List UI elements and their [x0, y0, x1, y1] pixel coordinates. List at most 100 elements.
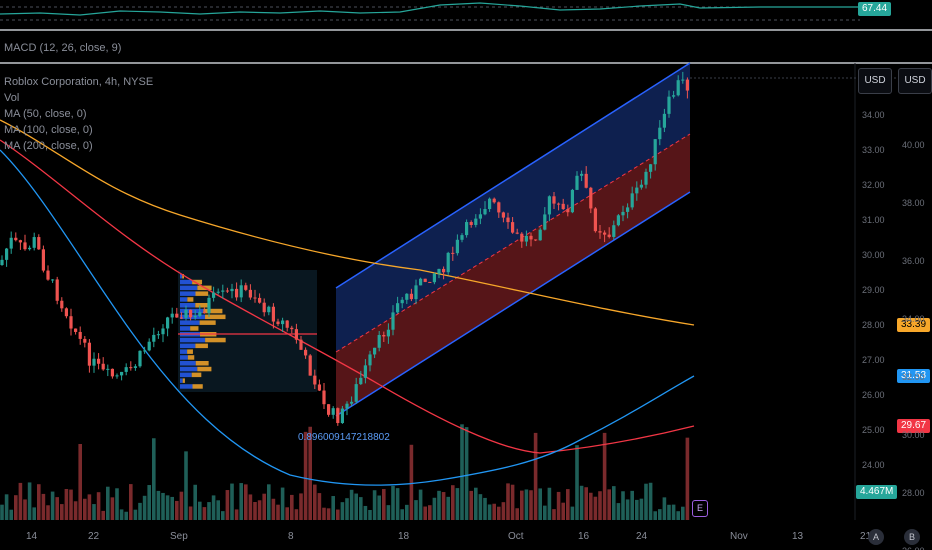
currency-button-left[interactable]: USD — [858, 68, 892, 94]
candlesticks — [0, 71, 689, 426]
vp-bar-buy — [180, 303, 196, 308]
volume-bar — [156, 490, 161, 520]
vp-bar-sell — [195, 361, 209, 366]
volume-bar — [662, 497, 667, 520]
volume-bar — [667, 504, 671, 520]
volume-bar — [418, 489, 423, 520]
legend-ma200[interactable]: MA (200, close, 0) — [4, 140, 93, 152]
legend-vol[interactable]: Vol — [4, 92, 20, 104]
volume-bar — [115, 488, 119, 520]
vp-bar-sell — [187, 349, 193, 354]
volume-bar — [354, 493, 358, 520]
candle-body — [405, 293, 409, 300]
volume-bar — [27, 482, 32, 520]
candle-body — [216, 291, 220, 293]
candle-body — [589, 187, 593, 209]
candle-body — [391, 312, 395, 330]
volume-bar — [497, 506, 501, 520]
candle-body — [207, 297, 211, 313]
candle-body — [350, 401, 354, 404]
time-tick: Nov — [730, 531, 748, 542]
time-tick: 21 — [860, 531, 872, 542]
vp-bar-buy — [180, 320, 200, 325]
volume-bar — [60, 504, 64, 520]
low-annotation: 0.896009147218802 — [298, 432, 390, 443]
candle-body — [570, 189, 574, 213]
volume-bar — [547, 487, 552, 520]
volume-bar — [644, 483, 648, 520]
volume-profile-box — [178, 270, 317, 392]
candle-body — [368, 354, 372, 366]
volume-bar — [211, 495, 216, 520]
volume-bar — [207, 502, 211, 520]
volume-bar — [598, 491, 602, 520]
vp-bar-sell — [182, 378, 185, 383]
price-tick: 30.00 — [862, 250, 885, 260]
price-tick-outer: 34.00 — [902, 314, 925, 324]
candle-body — [492, 198, 496, 203]
candle-body — [340, 408, 344, 424]
earnings-marker-icon[interactable]: E — [692, 500, 708, 517]
macd-label[interactable]: MACD (12, 26, close, 9) — [4, 42, 122, 54]
volume-bar — [244, 484, 248, 520]
vp-bar-buy — [180, 355, 188, 360]
candle-body — [327, 404, 331, 415]
volume-bar — [41, 493, 46, 520]
vp-bar-sell — [197, 366, 212, 372]
candle-body — [28, 247, 32, 250]
volume-bar — [239, 483, 243, 520]
candle-body — [253, 297, 257, 299]
volume-bar — [589, 492, 593, 520]
volume-bar — [0, 504, 4, 520]
price-tick-outer: 32.00 — [902, 372, 925, 382]
candle-body — [515, 232, 519, 234]
volume-bar — [303, 431, 308, 520]
candle-body — [386, 329, 390, 337]
candle-body — [18, 240, 22, 243]
candle-body — [593, 208, 597, 232]
candle-body — [97, 358, 101, 364]
volume-bar — [225, 490, 230, 520]
volume-bar — [193, 484, 197, 520]
legend-ma100[interactable]: MA (100, close, 0) — [4, 124, 93, 136]
volume-bar — [653, 511, 657, 520]
time-tick: Oct — [508, 531, 524, 542]
candle-body — [225, 290, 229, 292]
volume-bar — [630, 490, 634, 520]
legend-title[interactable]: Roblox Corporation, 4h, NYSE — [4, 76, 154, 88]
candle-body — [55, 279, 59, 301]
volume-bar — [106, 486, 110, 520]
candle-body — [612, 225, 616, 237]
price-tick-outer: 40.00 — [902, 140, 925, 150]
log-scale-button[interactable]: B — [904, 529, 920, 545]
candle-body — [621, 211, 625, 216]
legend-ma50[interactable]: MA (50, close, 0) — [4, 108, 87, 120]
vp-bar-sell — [205, 314, 226, 320]
volume-bar — [142, 495, 147, 520]
price-tick: 28.00 — [862, 320, 885, 330]
vp-bar-sell — [187, 297, 194, 302]
volume-bar — [423, 506, 427, 520]
candle-body — [373, 347, 377, 355]
volume-bar — [368, 509, 372, 520]
candle-body — [271, 306, 275, 322]
volume-bar — [584, 487, 588, 520]
vp-bar-buy — [180, 361, 196, 366]
candle-body — [474, 218, 478, 225]
candle-body — [193, 315, 197, 318]
candle-body — [446, 252, 450, 273]
auto-scale-button[interactable]: A — [868, 529, 884, 545]
volume-bar — [538, 488, 542, 520]
currency-button-right[interactable]: USD — [898, 68, 932, 94]
volume-bar — [625, 499, 630, 520]
candle-body — [248, 289, 252, 298]
candle-body — [377, 335, 381, 348]
volume-bar — [533, 432, 538, 520]
candle-body — [244, 285, 248, 290]
ma200-line — [0, 119, 695, 326]
candle-body — [115, 375, 119, 377]
volume-bar — [285, 507, 289, 520]
price-tick-outer: 28.00 — [902, 488, 925, 498]
volume-bar — [464, 427, 469, 520]
